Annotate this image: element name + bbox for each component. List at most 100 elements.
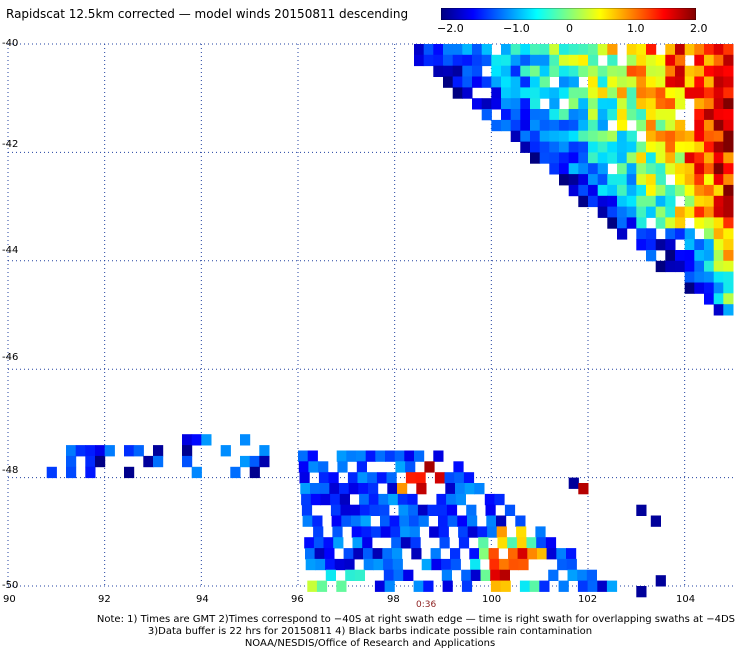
wind-difference-cell (418, 515, 429, 527)
wind-difference-cell (501, 119, 512, 132)
wind-difference-cell (665, 119, 676, 132)
wind-difference-cell (665, 65, 676, 77)
wind-difference-cell (559, 109, 570, 121)
wind-difference-cell (713, 44, 724, 56)
wind-difference-cell (458, 526, 469, 538)
wind-difference-cell (636, 141, 647, 153)
wind-difference-cell (104, 445, 115, 457)
colorbar-tick-label: 1.0 (627, 22, 645, 35)
wind-difference-cell (655, 119, 666, 132)
wind-difference-cell (655, 98, 666, 110)
wind-difference-cell (313, 526, 324, 538)
wind-difference-cell (537, 548, 548, 560)
wind-difference-cell (559, 76, 570, 88)
wind-difference-cell (684, 250, 695, 262)
wind-difference-cell (694, 282, 705, 294)
wind-difference-cell (417, 504, 429, 516)
wind-difference-cell (607, 76, 618, 88)
wind-difference-cell (675, 141, 686, 153)
wind-difference-cell (684, 87, 695, 99)
wind-difference-cell (568, 54, 579, 67)
wind-difference-cell (530, 54, 541, 67)
wind-difference-cell (490, 569, 501, 581)
wind-difference-cell (665, 184, 676, 197)
wind-difference-cell (567, 569, 578, 581)
wind-difference-cell (646, 184, 657, 197)
wind-difference-cell (646, 195, 657, 208)
wind-difference-cell (330, 493, 341, 506)
wind-difference-cell (346, 450, 357, 462)
wind-difference-cell (443, 44, 454, 56)
wind-difference-cell (568, 477, 579, 489)
wind-difference-cell (433, 44, 444, 56)
wind-difference-cell (617, 206, 628, 218)
wind-difference-cell (539, 119, 550, 132)
wind-difference-cell (501, 54, 512, 67)
wind-difference-cell (434, 472, 446, 484)
wind-difference-cell (443, 76, 454, 88)
wind-difference-cell (723, 260, 734, 273)
wind-difference-cell (704, 87, 715, 99)
wind-difference-cell (501, 87, 512, 99)
wind-difference-cell (356, 461, 367, 473)
wind-difference-cell (675, 174, 686, 186)
wind-difference-cell (704, 260, 715, 273)
wind-difference-cell (617, 65, 628, 77)
wind-difference-cell (510, 65, 521, 77)
wind-difference-cell (655, 575, 666, 587)
wind-difference-cell (684, 130, 695, 142)
wind-difference-cell (499, 569, 510, 581)
wind-difference-cell (259, 445, 270, 457)
wind-difference-cell (607, 152, 618, 164)
wind-difference-cell (568, 98, 579, 110)
wind-difference-cell (704, 130, 715, 142)
wind-difference-cell (520, 109, 531, 121)
wind-difference-cell (452, 87, 463, 99)
wind-difference-cell (646, 87, 657, 99)
wind-difference-cell (359, 504, 371, 516)
wind-difference-cell (675, 163, 686, 175)
wind-difference-cell (578, 174, 589, 186)
wind-difference-cell (301, 504, 313, 516)
wind-difference-cell (66, 455, 77, 468)
colorbar (441, 8, 696, 20)
wind-difference-cell (723, 130, 734, 142)
wind-difference-cell (380, 526, 391, 538)
wind-difference-cell (713, 130, 724, 142)
wind-difference-cell (497, 537, 508, 549)
wind-difference-cell (481, 54, 492, 67)
wind-difference-cell (454, 472, 465, 484)
wind-difference-cell (713, 87, 724, 99)
wind-difference-cell (325, 558, 336, 571)
wind-difference-cell (704, 109, 715, 121)
wind-difference-cell (597, 195, 608, 208)
wind-difference-cell (393, 569, 404, 581)
wind-difference-cell (675, 98, 686, 110)
wind-difference-cell (684, 206, 695, 218)
wind-difference-cell (438, 515, 449, 527)
wind-difference-cell (704, 239, 715, 251)
wind-difference-cell (646, 174, 657, 186)
wind-difference-cell (713, 152, 724, 164)
wind-difference-cell (586, 569, 597, 581)
wind-difference-cell (559, 87, 570, 99)
wind-difference-cell (469, 548, 480, 560)
wind-difference-cell (323, 537, 334, 549)
wind-difference-cell (723, 76, 734, 88)
wind-difference-cell (694, 54, 705, 67)
wind-difference-cell (588, 152, 599, 164)
wind-difference-cell (566, 558, 577, 571)
wind-difference-cell (312, 515, 323, 527)
wind-difference-cell (617, 228, 628, 240)
wind-difference-cell (334, 558, 345, 571)
wind-difference-cell (626, 76, 637, 88)
colorbar-tick-label: −2.0 (437, 22, 464, 35)
wind-difference-cell (646, 65, 657, 77)
wind-difference-cell (124, 466, 135, 479)
wind-difference-cell (694, 141, 705, 153)
wind-difference-cell (399, 515, 410, 527)
wind-difference-cell (655, 174, 666, 186)
wind-difference-cell (484, 493, 495, 506)
wind-difference-cell (431, 558, 442, 571)
wind-difference-cell (501, 76, 512, 88)
